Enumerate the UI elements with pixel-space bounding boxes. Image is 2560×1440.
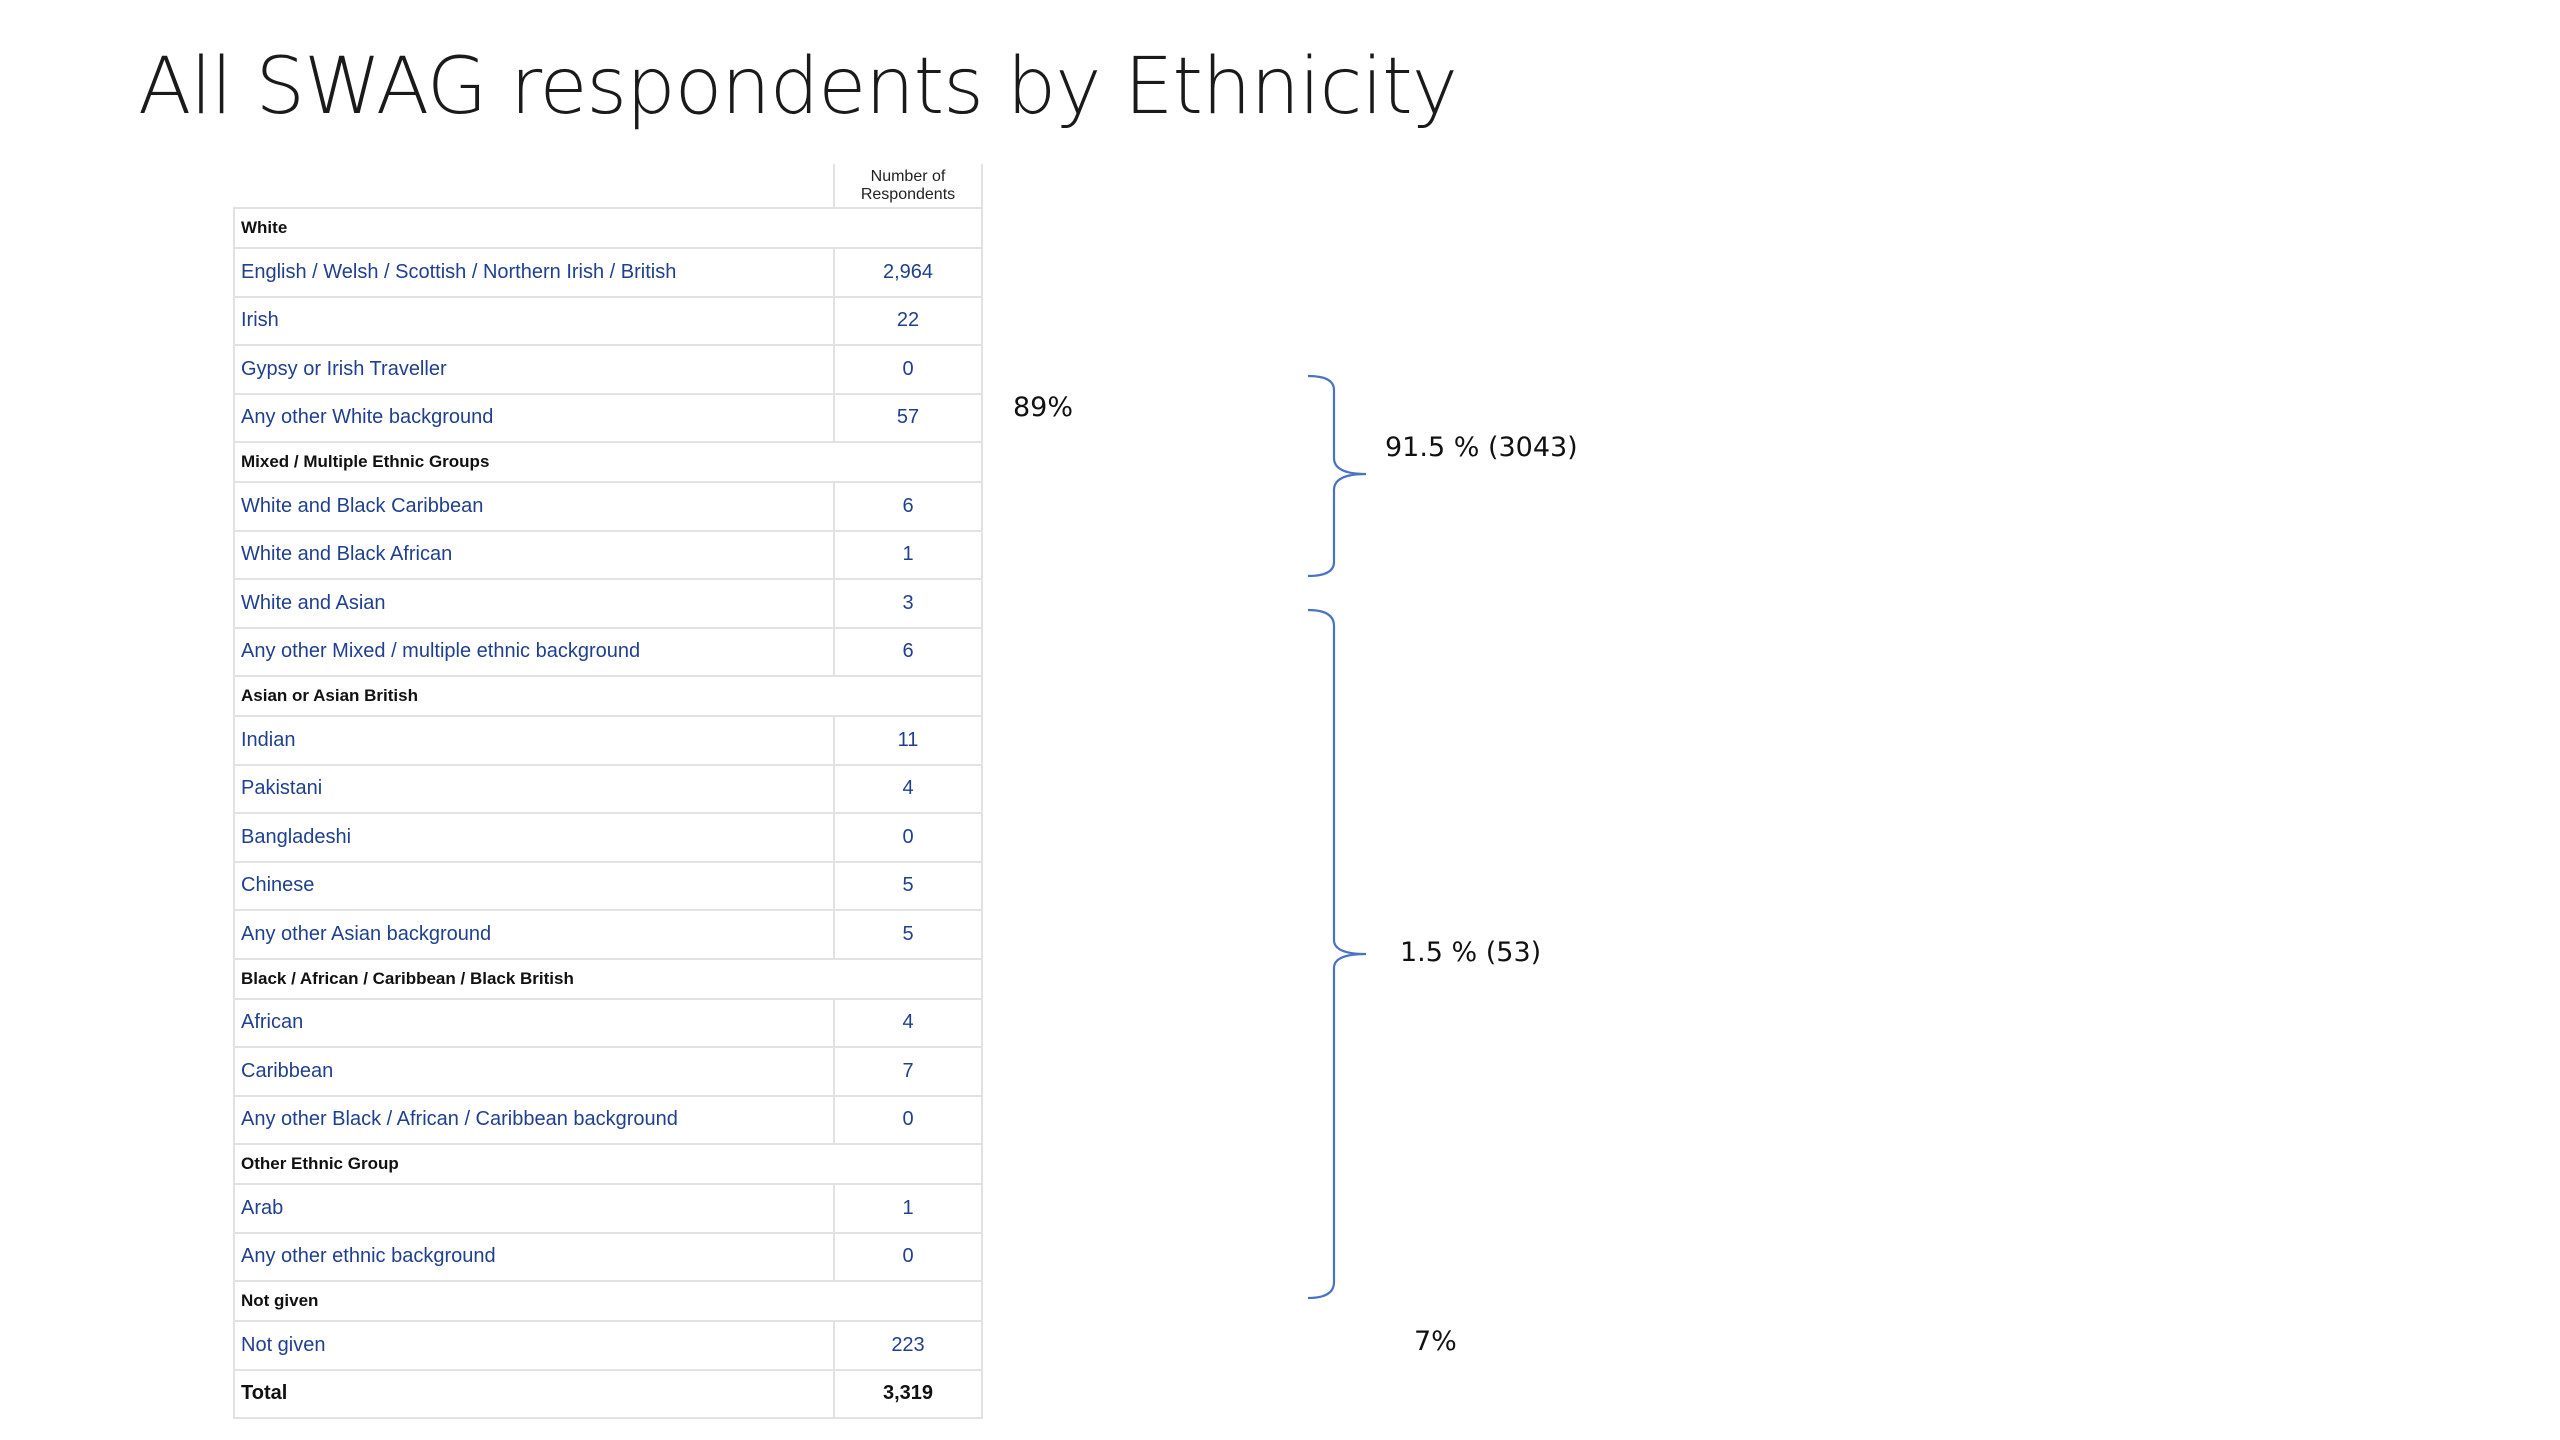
brace-top-summary-label: 91.5 % (3043)	[1385, 432, 1578, 463]
table-row: Arab 1	[233, 1183, 983, 1234]
table-row: Any other White background 57	[233, 392, 983, 443]
table-row: Any other Black / African / Caribbean ba…	[233, 1094, 983, 1145]
table-row: Not given 223	[233, 1320, 983, 1371]
row-value: 223	[833, 1320, 983, 1371]
row-value: 6	[833, 481, 983, 532]
value-column-header: Number of Respondents	[833, 164, 983, 208]
row-label: Gypsy or Irish Traveller	[233, 344, 835, 395]
table-row: Chinese 5	[233, 860, 983, 911]
table-row: Gypsy or Irish Traveller 0	[233, 344, 983, 395]
row-value: 5	[833, 860, 983, 911]
table-body: White English / Welsh / Scottish / Northe…	[233, 207, 983, 1419]
group-header-row: Not given	[233, 1280, 983, 1322]
total-value: 3,319	[833, 1368, 983, 1419]
group-header-label: Asian or Asian British	[233, 675, 983, 717]
ethnicity-table-container: Number of Respondents White English / Wel…	[233, 164, 983, 1419]
table-row: Indian 11	[233, 715, 983, 766]
row-value: 4	[833, 763, 983, 814]
not-given-percentage-label: 7%	[1414, 1326, 1457, 1357]
header-blank-cell	[234, 164, 834, 208]
row-value: 3	[833, 578, 983, 629]
white-percentage-label: 89%	[1013, 392, 1074, 423]
row-value: 1	[833, 1183, 983, 1234]
row-value: 7	[833, 1046, 983, 1097]
group-header-row: Mixed / Multiple Ethnic Groups	[233, 441, 983, 483]
total-label: Total	[233, 1368, 835, 1419]
row-label: Pakistani	[233, 763, 835, 814]
row-label: Any other ethnic background	[233, 1231, 835, 1282]
row-value: 1	[833, 529, 983, 580]
top-curly-brace-path	[1307, 374, 1367, 578]
table-row: English / Welsh / Scottish / Northern Ir…	[233, 247, 983, 298]
row-value: 57	[833, 392, 983, 443]
total-row: Total 3,319	[233, 1368, 983, 1419]
row-value: 4	[833, 997, 983, 1048]
row-label: Bangladeshi	[233, 812, 835, 863]
table-row: White and Asian 3	[233, 578, 983, 629]
row-value: 22	[833, 295, 983, 346]
row-label: Indian	[233, 715, 835, 766]
top-curly-brace	[1307, 374, 1367, 578]
row-value: 0	[833, 1094, 983, 1145]
row-label: Any other Mixed / multiple ethnic backgr…	[233, 626, 835, 677]
group-header-row: Asian or Asian British	[233, 675, 983, 717]
group-header-label: Black / African / Caribbean / Black Brit…	[233, 957, 983, 1000]
group-header-label: White	[233, 207, 983, 249]
row-label: African	[233, 997, 835, 1048]
table-row: Bangladeshi 0	[233, 812, 983, 863]
row-value: 0	[833, 1231, 983, 1282]
row-label: White and Black African	[233, 529, 835, 580]
row-label: White and Black Caribbean	[233, 481, 835, 532]
row-value: 2,964	[833, 247, 983, 298]
table-row: Any other ethnic background 0	[233, 1231, 983, 1282]
group-header-label: Mixed / Multiple Ethnic Groups	[233, 441, 983, 483]
table-row: Caribbean 7	[233, 1046, 983, 1097]
slide-title: All SWAG respondents by Ethnicity	[138, 42, 1458, 132]
table-header-row: Number of Respondents	[234, 164, 983, 208]
table-row: African 4	[233, 997, 983, 1048]
row-value: 5	[833, 909, 983, 960]
row-value: 0	[833, 344, 983, 395]
row-value: 11	[833, 715, 983, 766]
row-label: Any other Black / African / Caribbean ba…	[233, 1094, 835, 1145]
bottom-curly-brace-path	[1307, 608, 1367, 1300]
table-row: White and Black African 1	[233, 529, 983, 580]
group-header-label: Not given	[233, 1280, 983, 1322]
table-row: White and Black Caribbean 6	[233, 481, 983, 532]
row-label: Caribbean	[233, 1046, 835, 1097]
row-label: Any other Asian background	[233, 909, 835, 960]
group-header-label: Other Ethnic Group	[233, 1143, 983, 1185]
row-label: Any other White background	[233, 392, 835, 443]
group-header-row: White	[233, 207, 983, 249]
row-label: White and Asian	[233, 578, 835, 629]
ethnicity-table: Number of Respondents White English / Wel…	[233, 164, 983, 1419]
table-row: Irish 22	[233, 295, 983, 346]
row-value: 0	[833, 812, 983, 863]
row-label: English / Welsh / Scottish / Northern Ir…	[233, 247, 835, 298]
table-row: Any other Asian background 5	[233, 909, 983, 960]
bottom-curly-brace	[1307, 608, 1367, 1300]
row-label: Irish	[233, 295, 835, 346]
row-label: Arab	[233, 1183, 835, 1234]
row-label: Chinese	[233, 860, 835, 911]
row-value: 6	[833, 626, 983, 677]
row-label: Not given	[233, 1320, 835, 1371]
brace-bottom-summary-label: 1.5 % (53)	[1400, 937, 1542, 968]
table-row: Any other Mixed / multiple ethnic backgr…	[233, 626, 983, 677]
group-header-row: Black / African / Caribbean / Black Brit…	[233, 957, 983, 1000]
group-header-row: Other Ethnic Group	[233, 1143, 983, 1185]
table-row: Pakistani 4	[233, 763, 983, 814]
